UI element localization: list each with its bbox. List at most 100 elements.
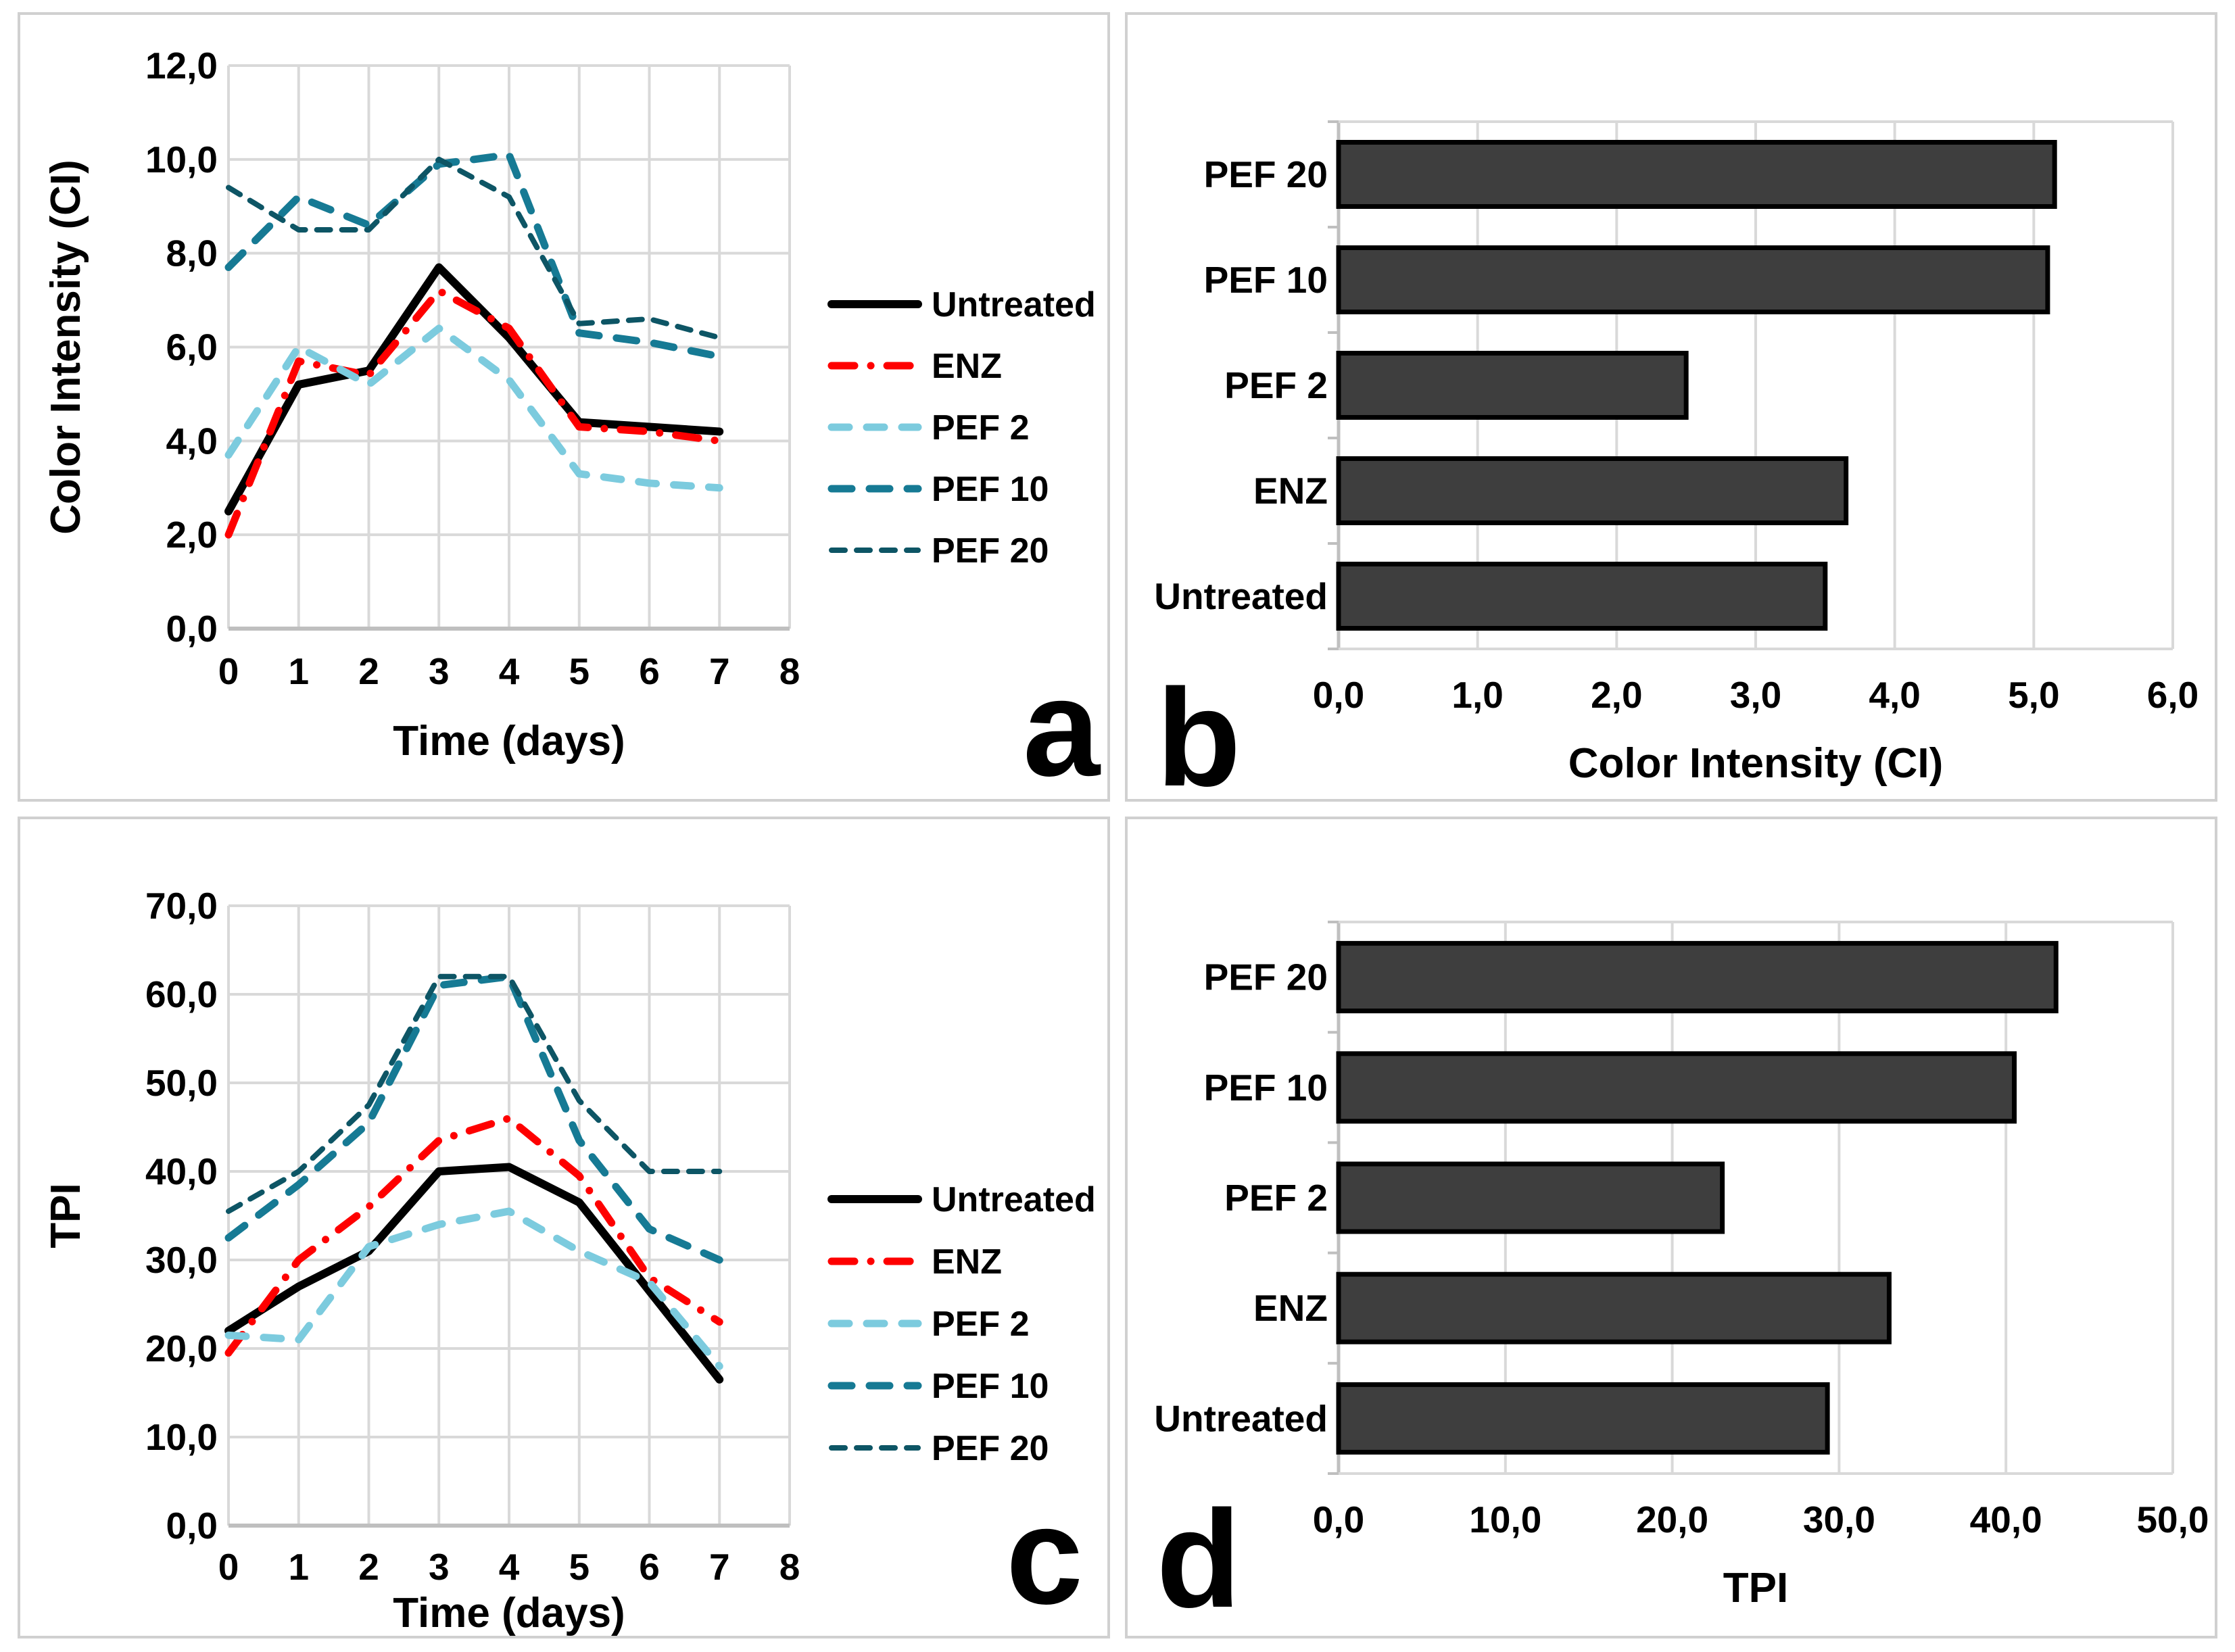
series-line-pef-10 — [224, 151, 723, 360]
y-axis-tick-label: 70,0 — [145, 885, 218, 927]
y-axis-tick-label: 4,0 — [166, 420, 218, 462]
bar-pef-2 — [1336, 1161, 1725, 1234]
line-chart-color-intensity: 0,0 2,0 4,0 6,0 8,0 10,0 12,0 0 1 2 3 4 5 6 7 8 Time (da… — [43, 45, 1101, 799]
x-axis-tick-label: 30,0 — [1803, 1499, 1875, 1540]
x-axis-tick-label: 5 — [569, 1546, 590, 1588]
legend-label: PEF 10 — [932, 1367, 1049, 1406]
x-axis-tick-label: 5 — [569, 650, 590, 692]
category-label: PEF 2 — [1224, 364, 1328, 406]
x-axis-tick-label: 0,0 — [1313, 674, 1364, 716]
panel-letter: a — [1023, 650, 1101, 799]
y-axis-tick-label: 8,0 — [166, 233, 218, 274]
panel-bar-tpi: 0,0 10,0 20,0 30,0 40,0 50,0 PEF 20 PEF 10 PEF 2… — [1125, 817, 2217, 1638]
x-axis-tick-label: 1 — [288, 1546, 309, 1588]
panel-bar-color-intensity: 0,0 1,0 2,0 3,0 4,0 5,0 6,0 PEF 20 PEF 10 PEF 2 EN… — [1125, 12, 2217, 802]
x-axis-tick-label: 40,0 — [1970, 1499, 2042, 1540]
x-axis-tick-label: 2 — [358, 650, 379, 692]
x-axis-tick-label: 6 — [639, 650, 660, 692]
bar-pef-2 — [1336, 351, 1689, 420]
panel-line-color-intensity: 0,0 2,0 4,0 6,0 8,0 10,0 12,0 0 1 2 3 4 5 6 7 8 Time (da… — [18, 12, 1110, 802]
bar-untreated — [1336, 1382, 1830, 1455]
y-axis-tick-label: 60,0 — [145, 973, 218, 1015]
category-label: PEF 20 — [1204, 956, 1328, 998]
category-label: PEF 10 — [1204, 259, 1328, 301]
x-axis-tick-label: 1 — [288, 650, 309, 692]
x-axis-title: TPI — [1723, 1565, 1788, 1611]
y-axis-tick-label: 40,0 — [145, 1150, 218, 1192]
x-axis-tick-label: 0 — [218, 1546, 239, 1588]
x-axis-tick-label: 6 — [639, 1546, 660, 1588]
legend-label: PEF 2 — [932, 408, 1030, 447]
series-line-pef-20 — [226, 156, 723, 341]
x-axis-tick-label: 20,0 — [1636, 1499, 1708, 1540]
y-axis-tick-label: 20,0 — [145, 1328, 218, 1369]
bar-pef-10 — [1336, 245, 2050, 314]
grid — [227, 64, 791, 630]
category-label: PEF 2 — [1224, 1177, 1328, 1219]
x-axis-tick-label: 7 — [709, 650, 730, 692]
x-axis-tick-label: 0,0 — [1313, 1499, 1364, 1540]
category-label: Untreated — [1154, 575, 1328, 617]
series-line-pef-20 — [226, 973, 723, 1214]
category-label: ENZ — [1253, 1287, 1328, 1329]
legend-label: ENZ — [932, 1242, 1002, 1282]
series-line-untreated — [224, 263, 724, 516]
panel-letter: d — [1156, 1482, 1241, 1636]
x-axis-tick-label: 8 — [779, 650, 800, 692]
bar-enz — [1336, 1271, 1892, 1344]
x-axis-tick-label: 3 — [429, 1546, 450, 1588]
series-line-enz — [224, 1114, 723, 1357]
y-axis-tick-label: 50,0 — [145, 1062, 218, 1104]
x-axis-tick-label: 8 — [779, 1546, 800, 1588]
y-axis-tick-label: 0,0 — [166, 608, 218, 650]
legend-label: PEF 10 — [932, 470, 1049, 509]
x-axis-tick-label: 4,0 — [1869, 674, 1920, 716]
x-axis-tick-label: 3 — [429, 650, 450, 692]
panel-letter: c — [1006, 1478, 1083, 1633]
x-axis-tick-label: 1,0 — [1451, 674, 1503, 716]
y-axis-tick-label: 30,0 — [145, 1239, 218, 1281]
bar-untreated — [1336, 562, 1828, 631]
panel-line-tpi: 0,0 10,0 20,0 30,0 40,0 50,0 60,0 70,0 0 1 2 3 4 5 6 7 8… — [18, 817, 1110, 1638]
y-axis-tick-label: 6,0 — [166, 326, 218, 368]
x-axis-tick-label: 4 — [499, 1546, 520, 1588]
x-axis-tick-label: 10,0 — [1469, 1499, 1541, 1540]
x-axis-title: Color Intensity (CI) — [1568, 740, 1944, 787]
legend-label: ENZ — [932, 347, 1002, 386]
y-axis-tick-label: 2,0 — [166, 514, 218, 556]
x-axis-tick-label: 4 — [499, 650, 520, 692]
x-axis-title: Time (days) — [393, 718, 625, 764]
bar-pef-20 — [1336, 140, 2057, 209]
series-line-pef-10 — [224, 973, 723, 1264]
bar-enz — [1336, 456, 1849, 525]
category-label: PEF 10 — [1204, 1067, 1328, 1109]
y-axis-title: TPI — [43, 1183, 89, 1248]
y-axis-title: Color Intensity (CI) — [43, 160, 89, 535]
x-axis-tick-label: 7 — [709, 1546, 730, 1588]
y-axis-tick-label: 12,0 — [145, 45, 218, 87]
panel-letter: b — [1156, 660, 1241, 799]
series-line-enz — [224, 287, 723, 539]
legend-label: PEF 20 — [932, 1429, 1049, 1468]
x-axis-tick-label: 50,0 — [2136, 1499, 2209, 1540]
legend-label: Untreated — [932, 285, 1096, 324]
y-axis-tick-label: 10,0 — [145, 139, 218, 180]
bar-pef-10 — [1336, 1051, 2017, 1124]
bar-chart-color-intensity: 0,0 1,0 2,0 3,0 4,0 5,0 6,0 PEF 20 PEF 10 PEF 2 EN… — [1154, 120, 2198, 799]
category-label: Untreated — [1154, 1397, 1328, 1439]
grid — [227, 904, 791, 1527]
category-label: ENZ — [1253, 470, 1328, 512]
x-axis-tick-label: 3,0 — [1730, 674, 1781, 716]
y-axis-tick-label: 10,0 — [145, 1416, 218, 1458]
series-line-pef-2 — [224, 324, 723, 492]
legend-label: PEF 20 — [932, 531, 1049, 570]
x-axis-tick-label: 0 — [218, 650, 239, 692]
x-axis-tick-label: 5,0 — [2008, 674, 2059, 716]
series-line-pef-2 — [224, 1207, 723, 1370]
legend-label: PEF 2 — [932, 1305, 1030, 1344]
line-chart-tpi: 0,0 10,0 20,0 30,0 40,0 50,0 60,0 70,0 0 1 2 3 4 5 6 7 8… — [43, 885, 1096, 1636]
bar-pef-20 — [1336, 941, 2059, 1014]
x-axis-tick-label: 2 — [358, 1546, 379, 1588]
x-axis-tick-label: 6,0 — [2147, 674, 2198, 716]
